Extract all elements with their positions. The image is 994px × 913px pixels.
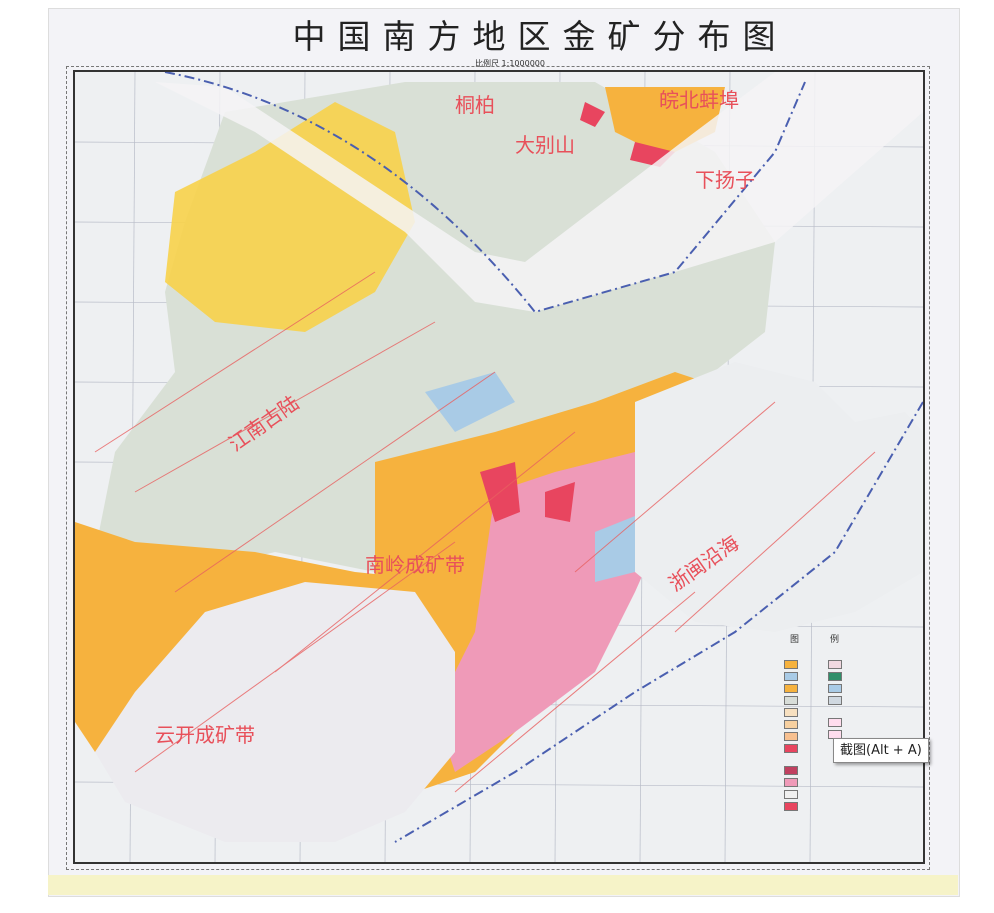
screenshot-tooltip: 截图(Alt + A) — [833, 738, 929, 763]
label-dabieshan: 大别山 — [515, 133, 575, 157]
legend-swatch — [784, 790, 798, 799]
legend-swatch — [784, 732, 798, 741]
geologic-map: 皖北蚌埠 桐柏 大别山 下扬子 江南古陆 南岭成矿带 云开成矿带 浙闽沿海 — [75, 72, 923, 862]
dabie-belt — [155, 72, 923, 312]
legend-swatch — [784, 766, 798, 775]
legend-swatch — [784, 672, 798, 681]
coastal-area — [635, 362, 923, 632]
map-edge-strip — [48, 875, 958, 895]
red-unit — [545, 482, 575, 522]
red-unit — [580, 102, 605, 127]
legend-title-right: 例 — [830, 635, 840, 645]
legend-swatch — [828, 660, 842, 669]
legend-swatch — [828, 672, 842, 681]
legend-title-left: 图 — [790, 635, 800, 645]
label-yunkai: 云开成矿带 — [155, 723, 255, 747]
map-scale: 比例尺 1:1000000 — [475, 59, 545, 68]
label-xiayangzi: 下扬子 — [695, 168, 755, 192]
yunkai-area — [95, 582, 455, 842]
legend-swatch — [784, 802, 798, 811]
label-nanling: 南岭成矿带 — [365, 553, 465, 577]
yellow-unit — [165, 102, 415, 332]
legend-swatch — [828, 684, 842, 693]
map-outer-border — [66, 66, 930, 870]
legend-swatch — [784, 778, 798, 787]
blue-unit — [595, 512, 645, 582]
map-legend: 图 例 — [770, 630, 920, 811]
map-title: 中国南方地区金矿分布图 — [292, 17, 788, 56]
legend-swatch — [784, 720, 798, 729]
legend-swatch — [784, 696, 798, 705]
legend-swatch — [784, 684, 798, 693]
belt-boundary — [394, 401, 923, 843]
label-bengbu: 皖北蚌埠 — [659, 88, 739, 112]
legend-swatch — [784, 708, 798, 717]
legend-swatch — [784, 744, 798, 753]
legend-swatch — [828, 718, 842, 727]
legend-swatch — [828, 696, 842, 705]
label-tongbai: 桐柏 — [455, 93, 495, 117]
map-frame: 皖北蚌埠 桐柏 大别山 下扬子 江南古陆 南岭成矿带 云开成矿带 浙闽沿海 — [73, 70, 925, 864]
belt-boundary — [164, 72, 806, 314]
legend-swatch — [784, 660, 798, 669]
fault-lines — [94, 271, 876, 793]
blue-unit — [425, 372, 515, 432]
